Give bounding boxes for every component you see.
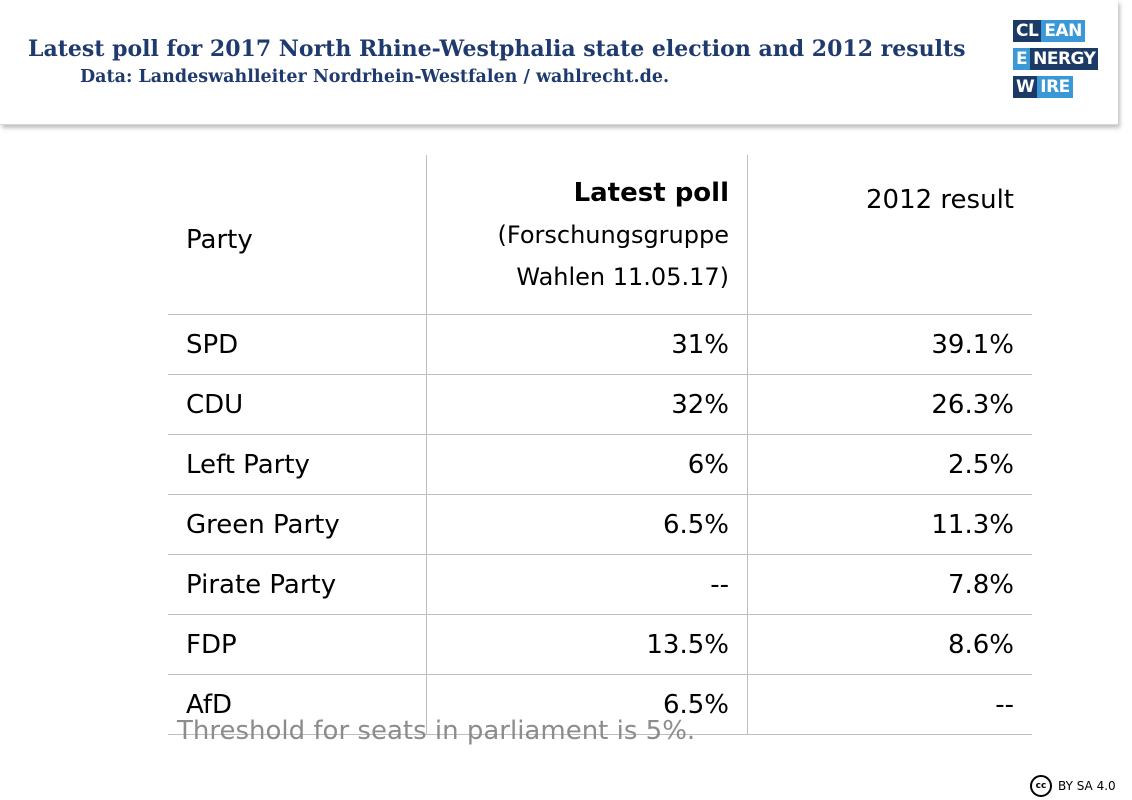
result-2012-cell: 39.1% bbox=[747, 314, 1032, 375]
table-row: AfD 6.5% -- bbox=[168, 674, 1032, 735]
party-cell: AfD bbox=[168, 674, 427, 735]
column-header-poll-source: (Forschungsgruppe bbox=[497, 220, 729, 249]
table-row: CDU 32% 26.3% bbox=[168, 374, 1032, 435]
column-header-party: Party bbox=[186, 224, 253, 255]
result-2012-cell: 11.3% bbox=[747, 494, 1032, 555]
table-row: Green Party 6.5% 11.3% bbox=[168, 494, 1032, 555]
logo-text: EAN bbox=[1041, 20, 1085, 42]
table-row: Pirate Party -- 7.8% bbox=[168, 554, 1032, 615]
table-row: Left Party 6% 2.5% bbox=[168, 434, 1032, 495]
party-cell: Pirate Party bbox=[168, 554, 427, 615]
result-2012-cell: 8.6% bbox=[747, 614, 1032, 675]
poll-cell: 6.5% bbox=[426, 494, 748, 555]
party-cell: CDU bbox=[168, 374, 427, 435]
threshold-note: Threshold for seats in parliament is 5%. bbox=[177, 716, 696, 746]
column-header-latest-poll: Latest poll (Forschungsgruppe Wahlen 11.… bbox=[426, 155, 748, 315]
poll-cell: 31% bbox=[426, 314, 748, 375]
page-title: Latest poll for 2017 North Rhine-Westpha… bbox=[28, 36, 966, 62]
table-row: SPD 31% 39.1% bbox=[168, 314, 1032, 375]
poll-cell: -- bbox=[426, 554, 748, 615]
page-subtitle: Data: Landeswahlleiter Nordrhein-Westfal… bbox=[80, 67, 670, 87]
poll-cell: 6% bbox=[426, 434, 748, 495]
column-header-poll-title: Latest poll bbox=[573, 177, 729, 208]
result-2012-cell: -- bbox=[747, 674, 1032, 735]
table-header-row: Party Latest poll (Forschungsgruppe Wahl… bbox=[168, 155, 1032, 315]
column-header-2012-result: 2012 result bbox=[747, 155, 1032, 315]
column-header-poll-source: Wahlen 11.05.17) bbox=[516, 262, 729, 291]
license-badge[interactable]: cc BY SA 4.0 bbox=[1030, 775, 1116, 797]
header-banner: Latest poll for 2017 North Rhine-Westpha… bbox=[0, 0, 1118, 125]
result-2012-cell: 26.3% bbox=[747, 374, 1032, 435]
logo-text: W bbox=[1013, 76, 1038, 98]
party-cell: SPD bbox=[168, 314, 427, 375]
result-2012-cell: 2.5% bbox=[747, 434, 1032, 495]
clean-energy-wire-logo[interactable]: CL EAN E NERGY W IRE bbox=[1013, 20, 1099, 104]
party-cell: Green Party bbox=[168, 494, 427, 555]
creative-commons-icon: cc bbox=[1030, 775, 1052, 797]
poll-cell: 32% bbox=[426, 374, 748, 435]
table-row: FDP 13.5% 8.6% bbox=[168, 614, 1032, 675]
poll-cell: 6.5% bbox=[426, 674, 748, 735]
logo-text: E bbox=[1013, 48, 1031, 70]
poll-cell: 13.5% bbox=[426, 614, 748, 675]
license-text: BY SA 4.0 bbox=[1058, 779, 1116, 793]
result-2012-cell: 7.8% bbox=[747, 554, 1032, 615]
logo-text: IRE bbox=[1037, 76, 1073, 98]
logo-text: CL bbox=[1013, 20, 1042, 42]
party-cell: FDP bbox=[168, 614, 427, 675]
logo-text: NERGY bbox=[1030, 48, 1099, 70]
party-cell: Left Party bbox=[168, 434, 427, 495]
results-table: Party Latest poll (Forschungsgruppe Wahl… bbox=[168, 155, 1032, 735]
